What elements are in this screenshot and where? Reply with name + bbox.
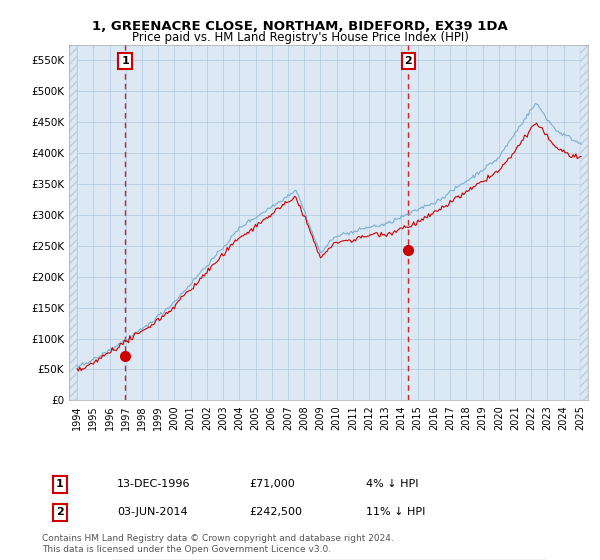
Text: 03-JUN-2014: 03-JUN-2014 [117, 507, 188, 517]
Text: 2: 2 [404, 56, 412, 66]
Text: Contains HM Land Registry data © Crown copyright and database right 2024.: Contains HM Land Registry data © Crown c… [42, 534, 394, 543]
Text: 1, GREENACRE CLOSE, NORTHAM, BIDEFORD, EX39 1DA: 1, GREENACRE CLOSE, NORTHAM, BIDEFORD, E… [92, 20, 508, 32]
Text: This data is licensed under the Open Government Licence v3.0.: This data is licensed under the Open Gov… [42, 545, 331, 554]
Text: 13-DEC-1996: 13-DEC-1996 [117, 479, 191, 489]
Bar [580, 45, 588, 400]
Text: 1: 1 [121, 56, 129, 66]
Text: 1: 1 [56, 479, 64, 489]
Text: 11% ↓ HPI: 11% ↓ HPI [366, 507, 425, 517]
Text: 4% ↓ HPI: 4% ↓ HPI [366, 479, 419, 489]
Text: £242,500: £242,500 [249, 507, 302, 517]
Bar [580, 45, 588, 400]
Bar [69, 45, 77, 400]
Bar [69, 45, 77, 400]
Text: Price paid vs. HM Land Registry's House Price Index (HPI): Price paid vs. HM Land Registry's House … [131, 31, 469, 44]
Text: 2: 2 [56, 507, 64, 517]
Text: £71,000: £71,000 [249, 479, 295, 489]
